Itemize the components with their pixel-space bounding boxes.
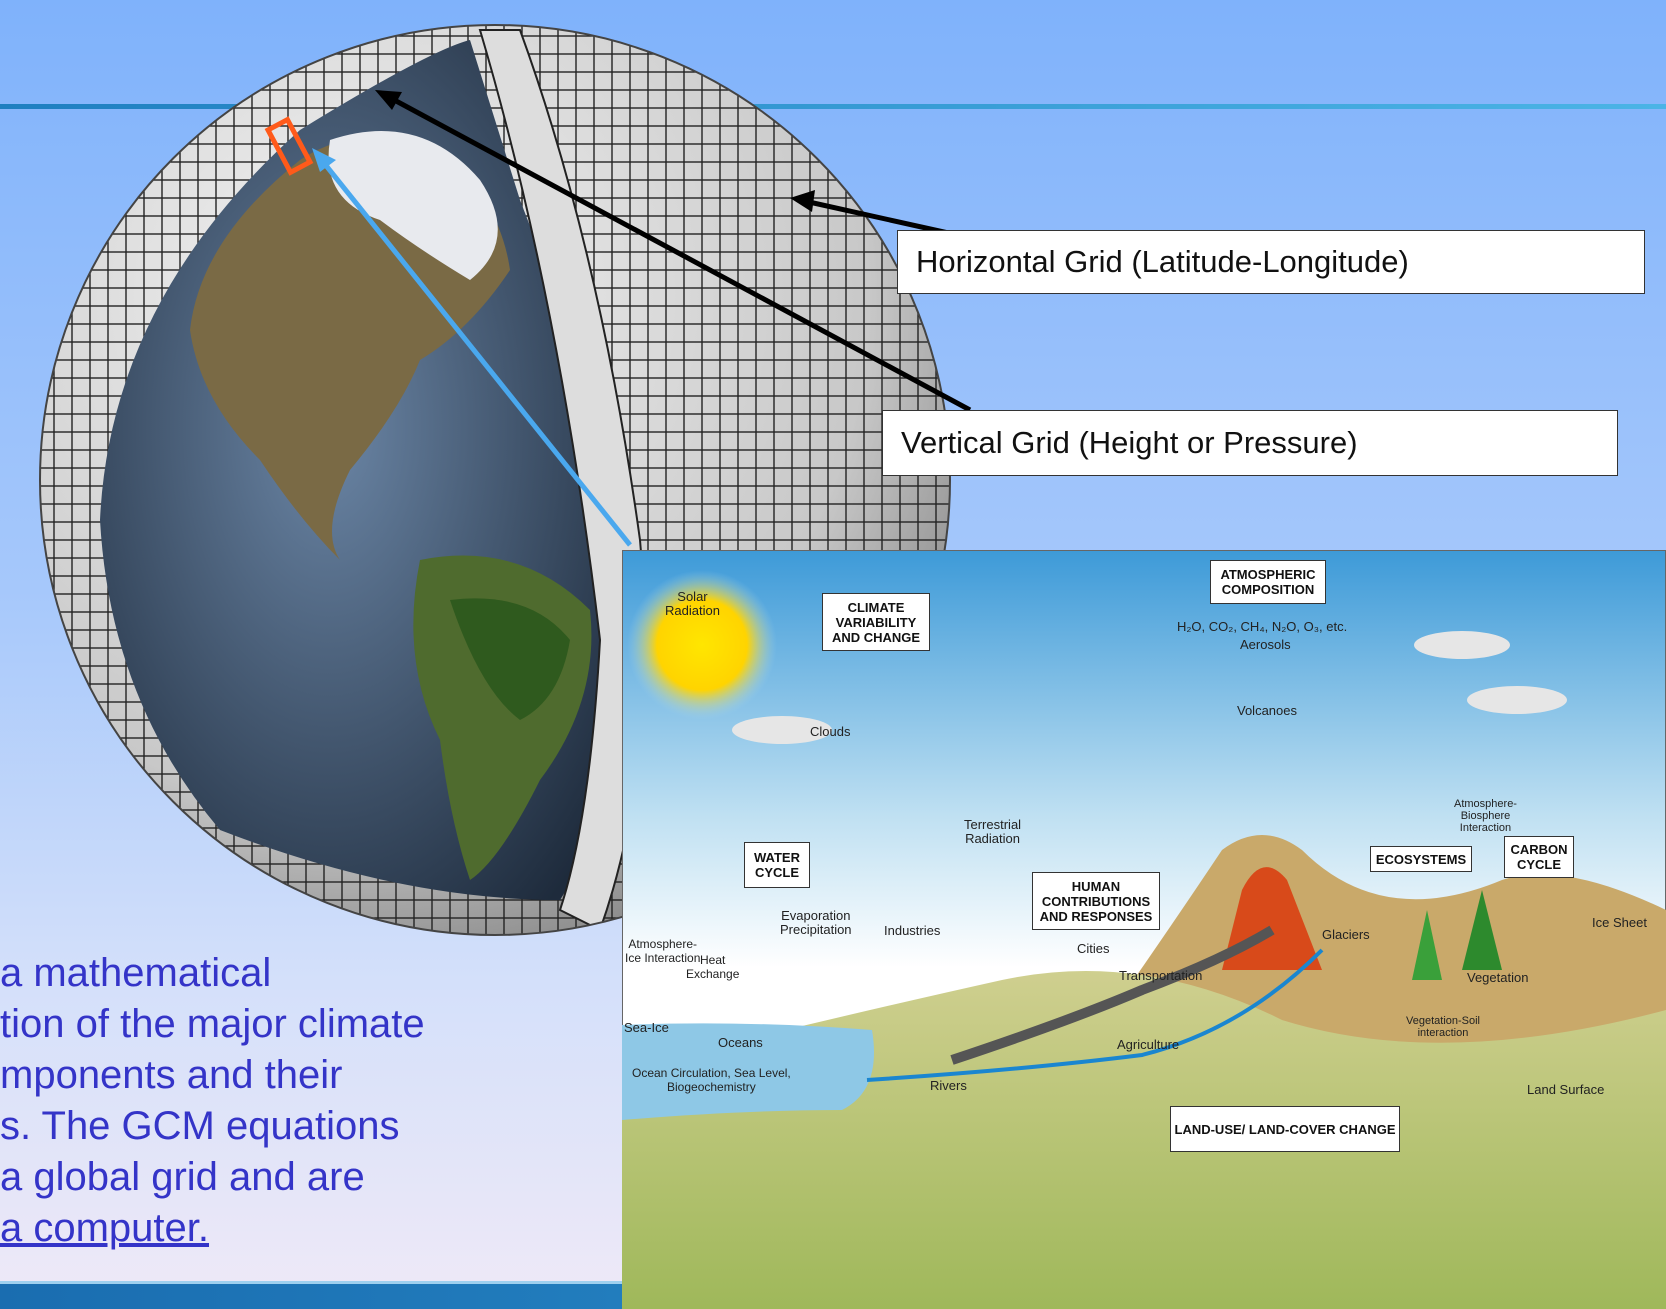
aerosols-label: Aerosols — [1240, 637, 1291, 652]
clouds-label: Clouds — [810, 724, 851, 739]
caption-line: s. The GCM equations — [0, 1104, 400, 1148]
industries-label: Industries — [884, 923, 941, 938]
climate-variability-box: CLIMATE VARIABILITY AND CHANGE — [822, 593, 930, 651]
volcanoes-label: Volcanoes — [1237, 703, 1297, 718]
ocean-circulation-label: Ocean Circulation, Sea Level, Biogeochemi… — [632, 1066, 791, 1094]
ecosystems-box: ECOSYSTEMS — [1370, 846, 1472, 872]
ice-sheet-label: Ice Sheet — [1592, 915, 1647, 930]
sea-ice-label: Sea-Ice — [624, 1020, 669, 1035]
carbon-cycle-box: CARBON CYCLE — [1504, 836, 1574, 878]
caption-line: mponents and their — [0, 1053, 343, 1097]
vertical-grid-label: Vertical Grid (Height or Pressure) — [882, 410, 1618, 476]
atmosphere-biosphere-label: Atmosphere- Biosphere Interaction — [1454, 798, 1517, 834]
rivers-label: Rivers — [930, 1078, 967, 1093]
vegetation-soil-label: Vegetation-Soil interaction — [1406, 1015, 1480, 1039]
climate-diagram-art — [622, 550, 1666, 1309]
caption-line: a computer. — [0, 1206, 210, 1250]
oceans-label: Oceans — [718, 1035, 763, 1050]
terrestrial-radiation-label: Terrestrial Radiation — [964, 817, 1022, 846]
land-surface-label: Land Surface — [1527, 1082, 1605, 1097]
glaciers-label: Glaciers — [1322, 927, 1370, 942]
caption-text: a mathematical tion of the major climate… — [0, 948, 640, 1254]
caption-line: tion of the major climate — [0, 1002, 425, 1046]
vegetation-label: Vegetation — [1467, 970, 1529, 985]
climate-system-diagram: Solar Radiation CLIMATE VARIABILITY AND CHA… — [622, 550, 1666, 1309]
title-divider-line — [0, 104, 1666, 109]
cities-label: Cities — [1077, 941, 1110, 956]
water-cycle-box: WATER CYCLE — [744, 842, 810, 888]
atmospheric-composition-box: ATMOSPHERIC COMPOSITION — [1210, 560, 1326, 604]
gases-label: H₂O, CO₂, CH₄, N₂O, O₃, etc. — [1177, 619, 1348, 634]
caption-line: a mathematical — [0, 951, 272, 995]
evaporation-label: Evaporation Precipitation — [780, 908, 852, 937]
heat-exchange-label: Heat Exchange — [686, 953, 740, 981]
caption-line: a global grid and are — [0, 1155, 365, 1199]
human-contributions-box: HUMAN CONTRIBUTIONS AND RESPONSES — [1032, 872, 1160, 930]
footer-accent-line — [0, 1281, 640, 1284]
land-use-box: LAND-USE/ LAND-COVER CHANGE — [1170, 1106, 1400, 1152]
transportation-label: Transportation — [1119, 968, 1203, 983]
atmosphere-ice-label: Atmosphere- Ice Interaction — [625, 937, 701, 965]
agriculture-label: Agriculture — [1117, 1037, 1180, 1052]
horizontal-grid-label: Horizontal Grid (Latitude-Longitude) — [897, 230, 1645, 294]
solar-radiation-label: Solar Radiation — [665, 589, 720, 618]
